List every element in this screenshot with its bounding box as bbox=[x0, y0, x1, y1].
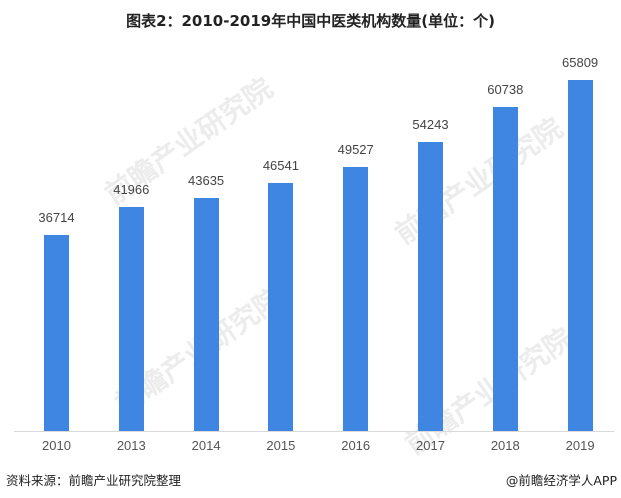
x-tick-label: 2015 bbox=[266, 438, 296, 453]
x-tick-label: 2014 bbox=[191, 438, 221, 453]
value-label: 60738 bbox=[487, 82, 524, 97]
x-tick-label: 2018 bbox=[490, 438, 520, 453]
source-note: 资料来源：前瞻产业研究院整理 bbox=[6, 473, 182, 488]
x-axis-line bbox=[14, 431, 614, 432]
value-label: 43635 bbox=[188, 173, 225, 189]
bar-2013 bbox=[118, 207, 144, 431]
bar-2017 bbox=[418, 141, 443, 431]
value-label: 54243 bbox=[412, 116, 449, 132]
bar-2016 bbox=[343, 166, 369, 431]
bar-2019 bbox=[567, 79, 593, 431]
x-tick-label: 2010 bbox=[42, 438, 71, 453]
x-tick-label: 2017 bbox=[416, 438, 445, 453]
credit-note: @前瞻经济学人APP bbox=[505, 473, 617, 488]
value-label: 41966 bbox=[113, 182, 150, 198]
x-tick-label: 2013 bbox=[116, 438, 146, 453]
x-tick-label: 2016 bbox=[341, 438, 371, 453]
chart-title: 图表2：2010-2019年中国中医类机构数量(单位：个) bbox=[126, 12, 495, 30]
bar-2018 bbox=[492, 107, 518, 431]
bar-2015 bbox=[268, 182, 294, 431]
x-tick-label: 2019 bbox=[565, 438, 595, 453]
plot-area: 36714 41966 43635 46541 49527 54243 60738 65809 bbox=[14, 40, 614, 431]
value-label: 46541 bbox=[262, 157, 299, 173]
value-label: 65809 bbox=[562, 54, 599, 70]
bar-2014 bbox=[193, 198, 219, 431]
value-label: 49527 bbox=[337, 141, 374, 157]
bar-2010 bbox=[44, 235, 69, 431]
value-label: 36714 bbox=[38, 210, 75, 226]
